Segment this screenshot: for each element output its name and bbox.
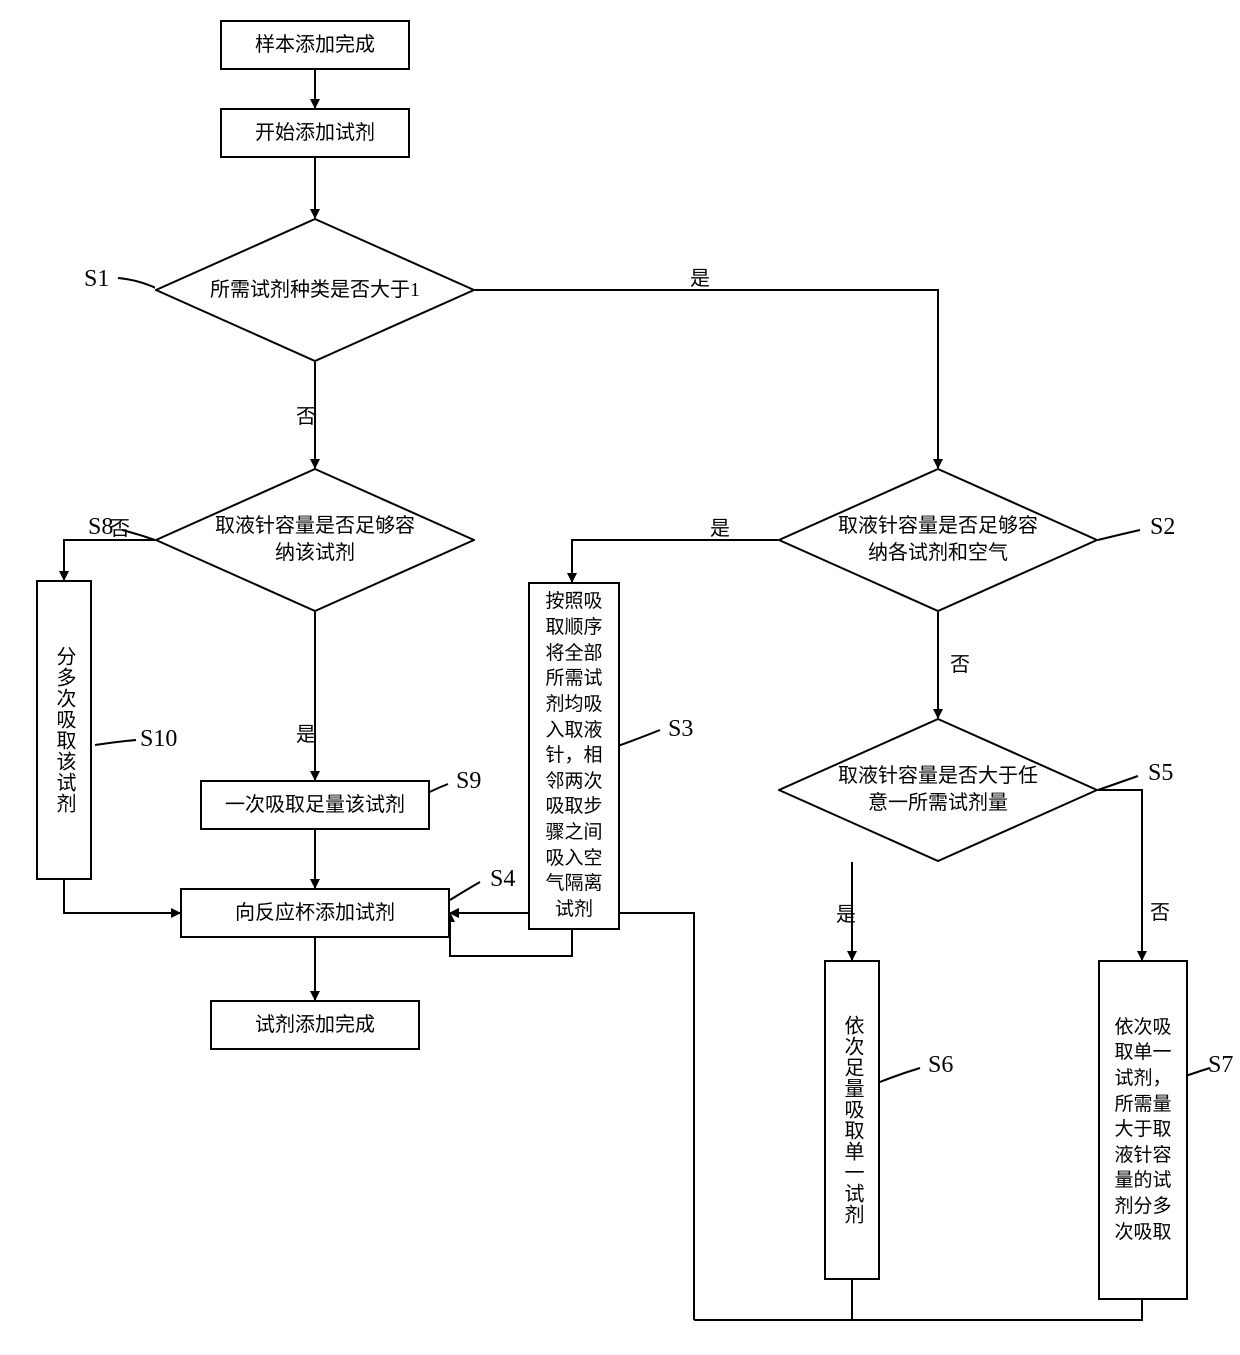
step-label-s9: S9 xyxy=(456,768,481,795)
yn-s1-no: 否 xyxy=(296,400,316,429)
step-label-s1: S1 xyxy=(84,266,109,293)
node-s2-text: 取液针容量是否足够容纳各试剂和空气 xyxy=(832,513,1043,567)
step-label-s4: S4 xyxy=(490,866,515,893)
yn-s2-no: 否 xyxy=(950,648,970,677)
node-s6: 依次足量吸取单一试剂 xyxy=(824,960,880,1280)
node-s2: 取液针容量是否足够容纳各试剂和空气 xyxy=(778,468,1098,612)
node-s9-text: 一次吸取足量该试剂 xyxy=(225,792,405,819)
node-s3: 按照吸取顺序将全部所需试剂均吸入取液针，相邻两次吸取步骤之间吸入空气隔离试剂 xyxy=(528,582,620,930)
yn-s1-yes: 是 xyxy=(690,262,710,291)
node-s7: 依次吸取单一试剂，所需量大于取液针容量的试剂分多次吸取 xyxy=(1098,960,1188,1300)
step-label-s6: S6 xyxy=(928,1052,953,1079)
node-s10: 分多次吸取该试剂 xyxy=(36,580,92,880)
step-label-s2: S2 xyxy=(1150,514,1175,541)
yn-s2-yes: 是 xyxy=(710,512,730,541)
node-s8-text: 取液针容量是否足够容纳该试剂 xyxy=(209,513,420,567)
node-end: 试剂添加完成 xyxy=(210,1000,420,1050)
node-begin: 开始添加试剂 xyxy=(220,108,410,158)
node-s6-text: 依次足量吸取单一试剂 xyxy=(838,1015,866,1225)
node-s4: 向反应杯添加试剂 xyxy=(180,888,450,938)
node-s1-text: 所需试剂种类是否大于1 xyxy=(210,277,420,304)
node-s5: 取液针容量是否大于任意一所需试剂量 xyxy=(778,718,1098,862)
yn-s8-no: 否 xyxy=(110,512,130,541)
node-begin-text: 开始添加试剂 xyxy=(255,120,375,147)
step-label-s3: S3 xyxy=(668,716,693,743)
step-label-s7: S7 xyxy=(1208,1052,1233,1079)
node-s5-text: 取液针容量是否大于任意一所需试剂量 xyxy=(832,763,1043,817)
node-start: 样本添加完成 xyxy=(220,20,410,70)
node-s3-text: 按照吸取顺序将全部所需试剂均吸入取液针，相邻两次吸取步骤之间吸入空气隔离试剂 xyxy=(538,589,610,922)
node-s8: 取液针容量是否足够容纳该试剂 xyxy=(155,468,475,612)
yn-s5-no: 否 xyxy=(1150,896,1170,925)
step-label-s10: S10 xyxy=(140,726,177,753)
node-s7-text: 依次吸取单一试剂，所需量大于取液针容量的试剂分多次吸取 xyxy=(1108,1015,1178,1246)
step-label-s5: S5 xyxy=(1148,760,1173,787)
node-start-text: 样本添加完成 xyxy=(255,32,375,59)
yn-s8-yes: 是 xyxy=(296,718,316,747)
node-end-text: 试剂添加完成 xyxy=(255,1012,375,1039)
node-s1: 所需试剂种类是否大于1 xyxy=(155,218,475,362)
flowchart-edges xyxy=(0,0,1240,1355)
node-s9: 一次吸取足量该试剂 xyxy=(200,780,430,830)
yn-s5-yes: 是 xyxy=(836,898,856,927)
node-s10-text: 分多次吸取该试剂 xyxy=(50,646,78,814)
node-s4-text: 向反应杯添加试剂 xyxy=(235,900,395,927)
